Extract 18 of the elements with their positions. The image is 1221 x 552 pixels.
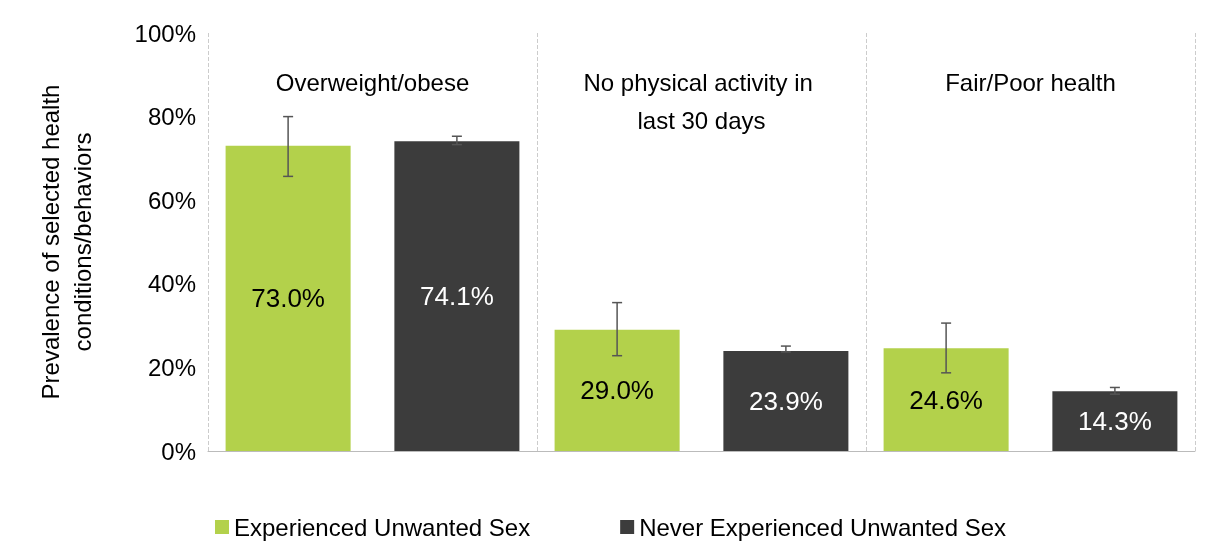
x-tick-label: Overweight/obese: [275, 68, 470, 96]
y-tick-label: 40%: [147, 270, 196, 298]
y-tick-label: 0%: [161, 437, 196, 465]
legend-label: Never Experienced Unwanted Sex: [639, 513, 1007, 541]
y-tick-label: 100%: [134, 19, 196, 47]
y-tick-label: 60%: [147, 186, 196, 214]
y-tick-label: 20%: [147, 353, 196, 381]
data-label: 29.0%: [580, 375, 654, 406]
data-label: 24.6%: [909, 384, 983, 415]
data-label: 74.1%: [420, 281, 494, 312]
x-tick-label: Fair/Poor health: [945, 68, 1116, 96]
data-label: 14.3%: [1078, 406, 1152, 437]
x-tick-label: No physical activity in last 30 days: [583, 68, 820, 134]
y-axis-title: Prevalence of selected health conditions/behaviors: [36, 84, 96, 400]
legend-label: Experienced Unwanted Sex: [233, 513, 531, 541]
data-label: 73.0%: [251, 283, 325, 314]
y-tick-label: 80%: [147, 103, 196, 131]
data-label: 23.9%: [749, 386, 823, 417]
